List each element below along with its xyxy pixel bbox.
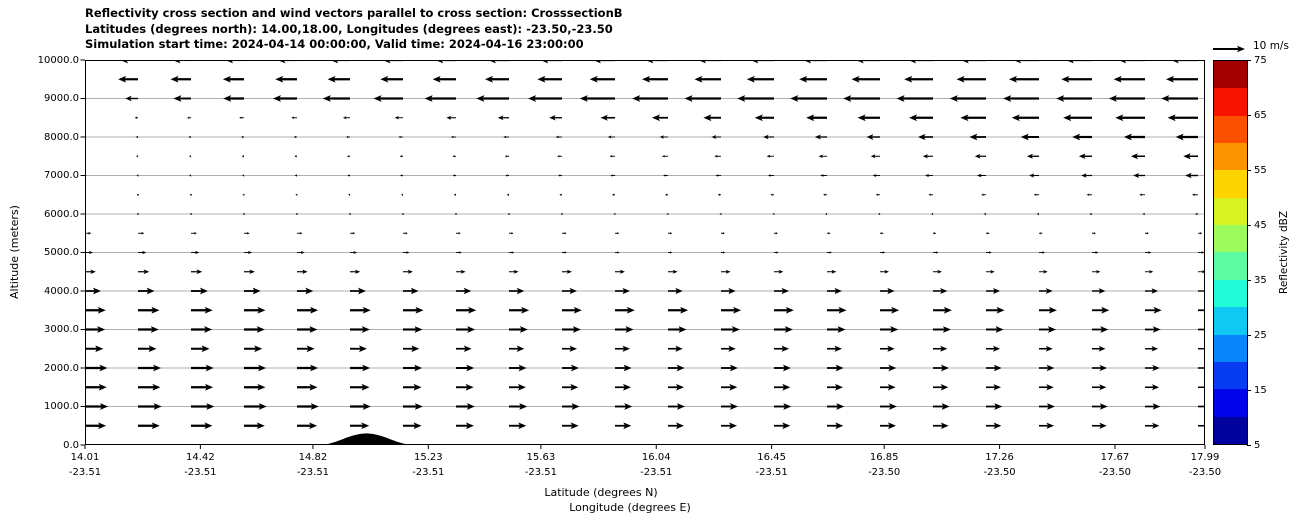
colorbar-band: [1214, 416, 1247, 444]
y-tick-label: 5000.0: [44, 247, 79, 258]
colorbar-tick-label: 55: [1254, 164, 1267, 176]
title-line-1: Reflectivity cross section and wind vect…: [85, 6, 623, 20]
quiver-key-label: 10 m/s: [1253, 40, 1289, 52]
x-tick-label: 15.23 -23.51: [412, 451, 444, 480]
x-axis-label-latitude: Latitude (degrees N): [544, 486, 658, 499]
colorbar-band: [1214, 115, 1247, 144]
x-tick-longitude: -23.51: [184, 466, 217, 478]
colorbar-band: [1214, 334, 1247, 362]
colorbar-band: [1214, 60, 1247, 89]
colorbar-band: [1214, 88, 1247, 116]
x-tick-longitude: -23.51: [412, 466, 445, 478]
colorbar-band: [1214, 197, 1247, 226]
x-tick-longitude: -23.50: [1188, 466, 1222, 478]
colorbar-band: [1214, 307, 1247, 335]
y-tick-label: 10000.0: [37, 54, 79, 66]
x-tick-latitude: 14.01: [70, 452, 100, 463]
x-tick-label: 17.67 -23.50: [1099, 451, 1131, 480]
x-tick-latitude: 17.67: [1100, 452, 1130, 463]
axis-tick-marks: [80, 59, 1206, 449]
x-tick-label: 16.04 -23.51: [640, 451, 672, 480]
y-tick-label: 9000.0: [44, 93, 79, 104]
x-tick-label: 16.45 -23.51: [756, 451, 788, 480]
colorbar-label: Reflectivity dBZ: [1278, 210, 1290, 295]
colorbar-tick-mark: [1247, 389, 1251, 391]
wind-arrows: [85, 60, 1205, 430]
colorbar-tick-label: 15: [1254, 384, 1267, 396]
x-tick-longitude: -23.51: [296, 466, 330, 478]
y-tick-label: 1000.0: [44, 401, 79, 412]
x-tick-longitude: -23.50: [868, 466, 901, 478]
x-tick-longitude: -23.50: [983, 466, 1016, 478]
title-line-3: Simulation start time: 2024-04-14 00:00:…: [85, 37, 584, 51]
x-tick-label: 14.01 -23.51: [69, 451, 101, 480]
y-tick-label: 3000.0: [44, 324, 79, 335]
x-tick-label: 15.63 -23.51: [525, 451, 557, 480]
colorbar-tick-label: 35: [1254, 274, 1267, 286]
colorbar-tick-mark: [1247, 169, 1251, 171]
x-tick-latitude: 15.63: [526, 452, 556, 463]
quiver-key-arrow-icon: [1213, 45, 1245, 53]
plot-area: [80, 59, 1206, 449]
colorbar-tick-label: 5: [1254, 439, 1261, 451]
colorbar: [1213, 60, 1248, 445]
terrain-profile: [318, 433, 415, 445]
colorbar-tick-label: 25: [1254, 329, 1267, 341]
x-tick-longitude: -23.51: [755, 466, 788, 478]
x-tick-longitude: -23.50: [1098, 466, 1132, 478]
colorbar-band: [1214, 170, 1247, 198]
colorbar-tick-mark: [1247, 224, 1251, 226]
x-tick-latitude: 16.04: [641, 452, 671, 463]
colorbar-tick-label: 45: [1254, 219, 1267, 231]
x-tick-label: 14.82 -23.51: [297, 451, 329, 480]
colorbar-tick-mark: [1247, 114, 1251, 116]
x-tick-longitude: -23.51: [524, 466, 557, 478]
y-tick-label: 7000.0: [44, 170, 79, 181]
colorbar-band: [1214, 389, 1247, 417]
y-tick-label: 6000.0: [44, 208, 79, 220]
x-tick-latitude: 14.82: [298, 452, 328, 463]
x-tick-longitude: -23.51: [640, 466, 673, 478]
y-tick-label: 8000.0: [44, 131, 79, 143]
gridlines: [85, 98, 1205, 407]
x-tick-latitude: 14.42: [186, 452, 215, 463]
x-tick-label: 17.99 -23.50: [1189, 451, 1221, 480]
colorbar-tick-mark: [1247, 59, 1251, 61]
y-tick-label: 0.0: [63, 439, 79, 451]
x-tick-latitude: 15.23: [413, 452, 443, 463]
colorbar-band: [1214, 279, 1247, 308]
x-tick-label: 16.85 -23.50: [868, 451, 900, 480]
colorbar-tick-label: 65: [1254, 109, 1267, 121]
wind-vector-field: [85, 60, 1205, 445]
x-tick-label: 14.42 -23.51: [184, 451, 216, 480]
colorbar-band: [1214, 252, 1247, 280]
colorbar-band: [1214, 225, 1247, 253]
x-axis-label-longitude: Longitude (degrees E): [569, 501, 691, 514]
axes-spines: [85, 60, 1205, 445]
title-line-2: Latitudes (degrees north): 14.00,18.00, …: [85, 21, 613, 36]
x-tick-latitude: 17.99: [1190, 452, 1220, 463]
x-tick-latitude: 16.45: [757, 452, 786, 463]
x-tick-label: 17.26 -23.50: [983, 451, 1015, 480]
x-tick-latitude: 17.26: [985, 452, 1014, 463]
chart-title: Reflectivity cross section and wind vect…: [85, 6, 623, 53]
colorbar-band: [1214, 361, 1247, 390]
colorbar-tick-mark: [1247, 334, 1251, 336]
colorbar-tick-mark: [1247, 444, 1251, 446]
x-tick-longitude: -23.51: [68, 466, 102, 478]
y-tick-label: 2000.0: [44, 362, 79, 374]
colorbar-tick-label: 75: [1254, 54, 1267, 66]
y-tick-label: 4000.0: [44, 285, 79, 297]
colorbar-tick-mark: [1247, 279, 1251, 281]
colorbar-band: [1214, 143, 1247, 171]
x-tick-latitude: 16.85: [869, 452, 899, 463]
